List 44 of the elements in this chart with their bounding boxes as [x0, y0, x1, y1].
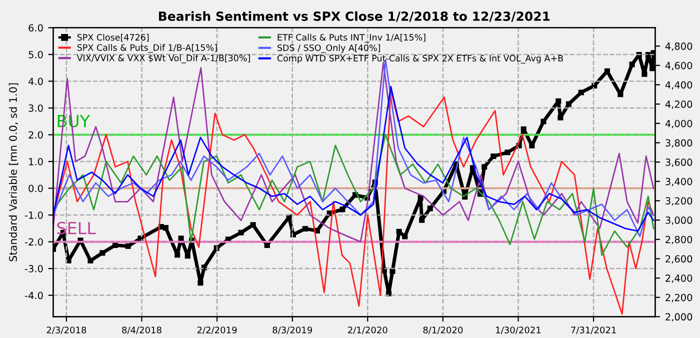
y2-tick-label: 2,600: [666, 255, 692, 264]
y-tick-label: 3.0: [28, 104, 43, 112]
y-tick-label: 5.0: [28, 50, 43, 58]
legend-label: VIX/VVIX & VXX $Wt Vol_Dif A-1/B[30%]: [76, 54, 250, 64]
y-tick-label: 0.0: [28, 184, 43, 192]
y2-tick-label: 2,200: [666, 294, 692, 302]
y2-tick-label: 4,800: [665, 42, 692, 51]
y2-tick-label: 3,800: [666, 139, 692, 148]
y2-tick-label: 3,000: [666, 216, 692, 225]
y2-tick-label: 4,200: [665, 100, 692, 109]
x-tick-label: 1/30/2021: [496, 326, 541, 334]
x-tick-label: 8/3/2019: [272, 326, 312, 334]
y2-tick-label: 4,600: [665, 62, 692, 70]
ref-line-label: SELL: [57, 222, 96, 234]
x-tick-label: 7/31/2021: [571, 326, 616, 334]
legend-label: SPX Close[4726]: [77, 34, 149, 42]
y-tick-label: -2.0: [24, 238, 43, 246]
y-tick-label: -3.0: [24, 265, 43, 272]
y2-tick-label: 3,600: [666, 158, 692, 167]
y2-tick-label: 2,800: [666, 236, 692, 244]
y-tick-label: -1.0: [24, 212, 43, 219]
chart-title: Bearish Sentiment vs SPX Close 1/2/2018 to 12/23/2021: [159, 11, 550, 22]
legend-label: Comp WTD SPX+ETF Put-Calls & SPX 2X ETFs & Int VOL_Avg A+B: [277, 54, 563, 64]
x-tick-label: 2/3/2018: [46, 326, 86, 334]
legend-label: SDS / SSO_Only A[40%]: [278, 44, 380, 54]
y-tick-label: 2.0: [28, 131, 43, 139]
y2-tick-label: 2,000: [666, 313, 692, 322]
y2-tick-label: 3,400: [666, 178, 692, 186]
line-series: [53, 134, 654, 256]
y-tick-label: 6.0: [28, 24, 43, 32]
x-tick-label: 8/1/2020: [423, 326, 463, 334]
y2-tick-label: 2,400: [666, 274, 692, 283]
y-tick-label: 1.0: [29, 158, 43, 166]
x-tick-label: 8/4/2018: [122, 326, 162, 334]
y-tick-label: 4.0: [28, 78, 43, 86]
y-axis-title: Standard Variable [mn 0.0, sd 1.0]: [8, 83, 18, 262]
y2-tick-label: 4,400: [665, 81, 692, 90]
y-tick-label: -4.0: [24, 292, 43, 300]
legend-label: SPX Calls & Puts_Dif 1/B-A[15%]: [77, 44, 217, 53]
y2-tick-label: 4,000: [665, 120, 692, 128]
y2-tick-label: 3,200: [666, 197, 692, 206]
x-tick-label: 2/1/2020: [348, 326, 388, 334]
x-tick-label: 2/2/2019: [197, 326, 237, 334]
legend-label: ETF Calls & Puts INT_Inv 1/A[15%]: [278, 34, 426, 43]
